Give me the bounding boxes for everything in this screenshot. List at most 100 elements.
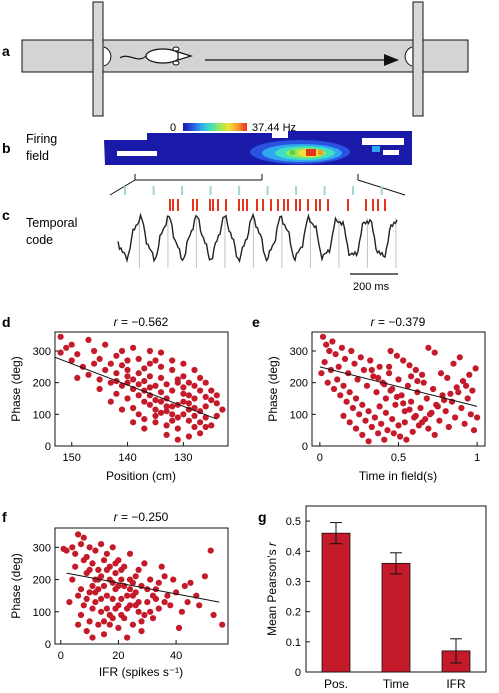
d-r-text: = −0.562 [118,315,169,329]
panel-e: e r = −0.379 0 100 200 300 0 0.5 1 Time in fie… [252,314,486,483]
data-point [130,376,137,383]
data-point [85,371,92,378]
data-point [163,381,170,388]
data-point [89,634,96,641]
data-point [149,615,157,622]
data-point [376,363,383,370]
data-point [169,417,176,424]
data-point [124,592,131,599]
data-point [158,563,165,570]
data-point [191,412,198,419]
data-point [185,379,192,386]
data-point [138,628,145,635]
e-ylabel: Phase (deg) [266,356,280,421]
data-point [357,354,364,361]
data-point [141,611,148,619]
data-point [161,599,168,606]
data-point [187,579,194,586]
d-ticks: 0 100 200 300 150 140 130 [33,346,193,464]
data-point [157,409,165,416]
f-points [60,531,226,641]
data-point [417,404,424,412]
y-tick-label: 200 [33,378,51,390]
e-r-symbol: r [371,315,376,329]
y-tick-label: 100 [33,409,51,421]
data-point [378,420,385,427]
data-point [109,615,116,622]
data-point [208,422,215,429]
data-point [334,376,341,383]
data-point [436,417,443,424]
data-point [191,366,198,374]
data-point [456,354,463,361]
f-ylabel: Phase (deg) [9,553,23,618]
data-point [419,419,426,426]
data-point [398,392,405,399]
data-point [185,417,192,424]
data-point [185,400,192,407]
data-point [202,379,209,386]
data-point [447,390,454,397]
linear-track [21,39,469,73]
data-point [147,576,154,583]
data-point [170,576,177,583]
data-point [72,550,79,557]
data-point [146,347,153,355]
data-point [132,602,139,609]
data-point [425,344,432,351]
data-point [75,592,82,599]
data-point [118,576,125,583]
data-point [371,414,378,421]
data-point [368,423,375,431]
data-point [169,403,176,410]
data-point [178,608,185,615]
y-tick-label: 100 [33,607,51,619]
data-point [184,599,191,606]
x-tick-label: 20 [112,650,124,662]
colorbar-min-label: 0 [170,122,176,134]
data-point [100,582,108,590]
data-point [389,416,396,423]
data-point [135,566,142,574]
data-point [359,401,366,408]
data-point [141,416,148,423]
data-point [349,404,356,412]
data-point [180,360,187,367]
data-point [466,371,473,378]
data-point [103,566,110,574]
data-point [89,605,96,612]
data-point [96,385,103,393]
data-point [326,347,333,355]
data-point [442,408,449,415]
data-point [103,550,110,557]
data-point [92,589,99,596]
data-point [141,560,148,567]
data-point [157,389,165,396]
data-point [124,634,131,641]
data-point [406,406,413,413]
track-barrier-left [92,1,104,117]
data-point [69,576,76,583]
data-point [412,366,419,374]
data-point [95,621,102,628]
data-point [106,621,113,628]
panel-label-e: e [252,314,260,330]
e-points [318,333,481,445]
x-tick-label: 1 [474,452,480,464]
spike-raster [169,199,386,211]
data-point [201,573,208,580]
data-point [74,351,81,358]
data-point [83,595,90,603]
data-point [152,357,159,364]
data-point [354,376,361,383]
data-point [375,374,382,381]
data-point [147,608,154,615]
data-point [91,347,98,355]
data-point [386,370,393,377]
d-ylabel: Phase (deg) [9,356,23,421]
data-point [359,431,366,438]
data-point [467,411,474,418]
data-point [130,344,137,351]
data-point [174,425,181,432]
data-point [197,387,204,394]
